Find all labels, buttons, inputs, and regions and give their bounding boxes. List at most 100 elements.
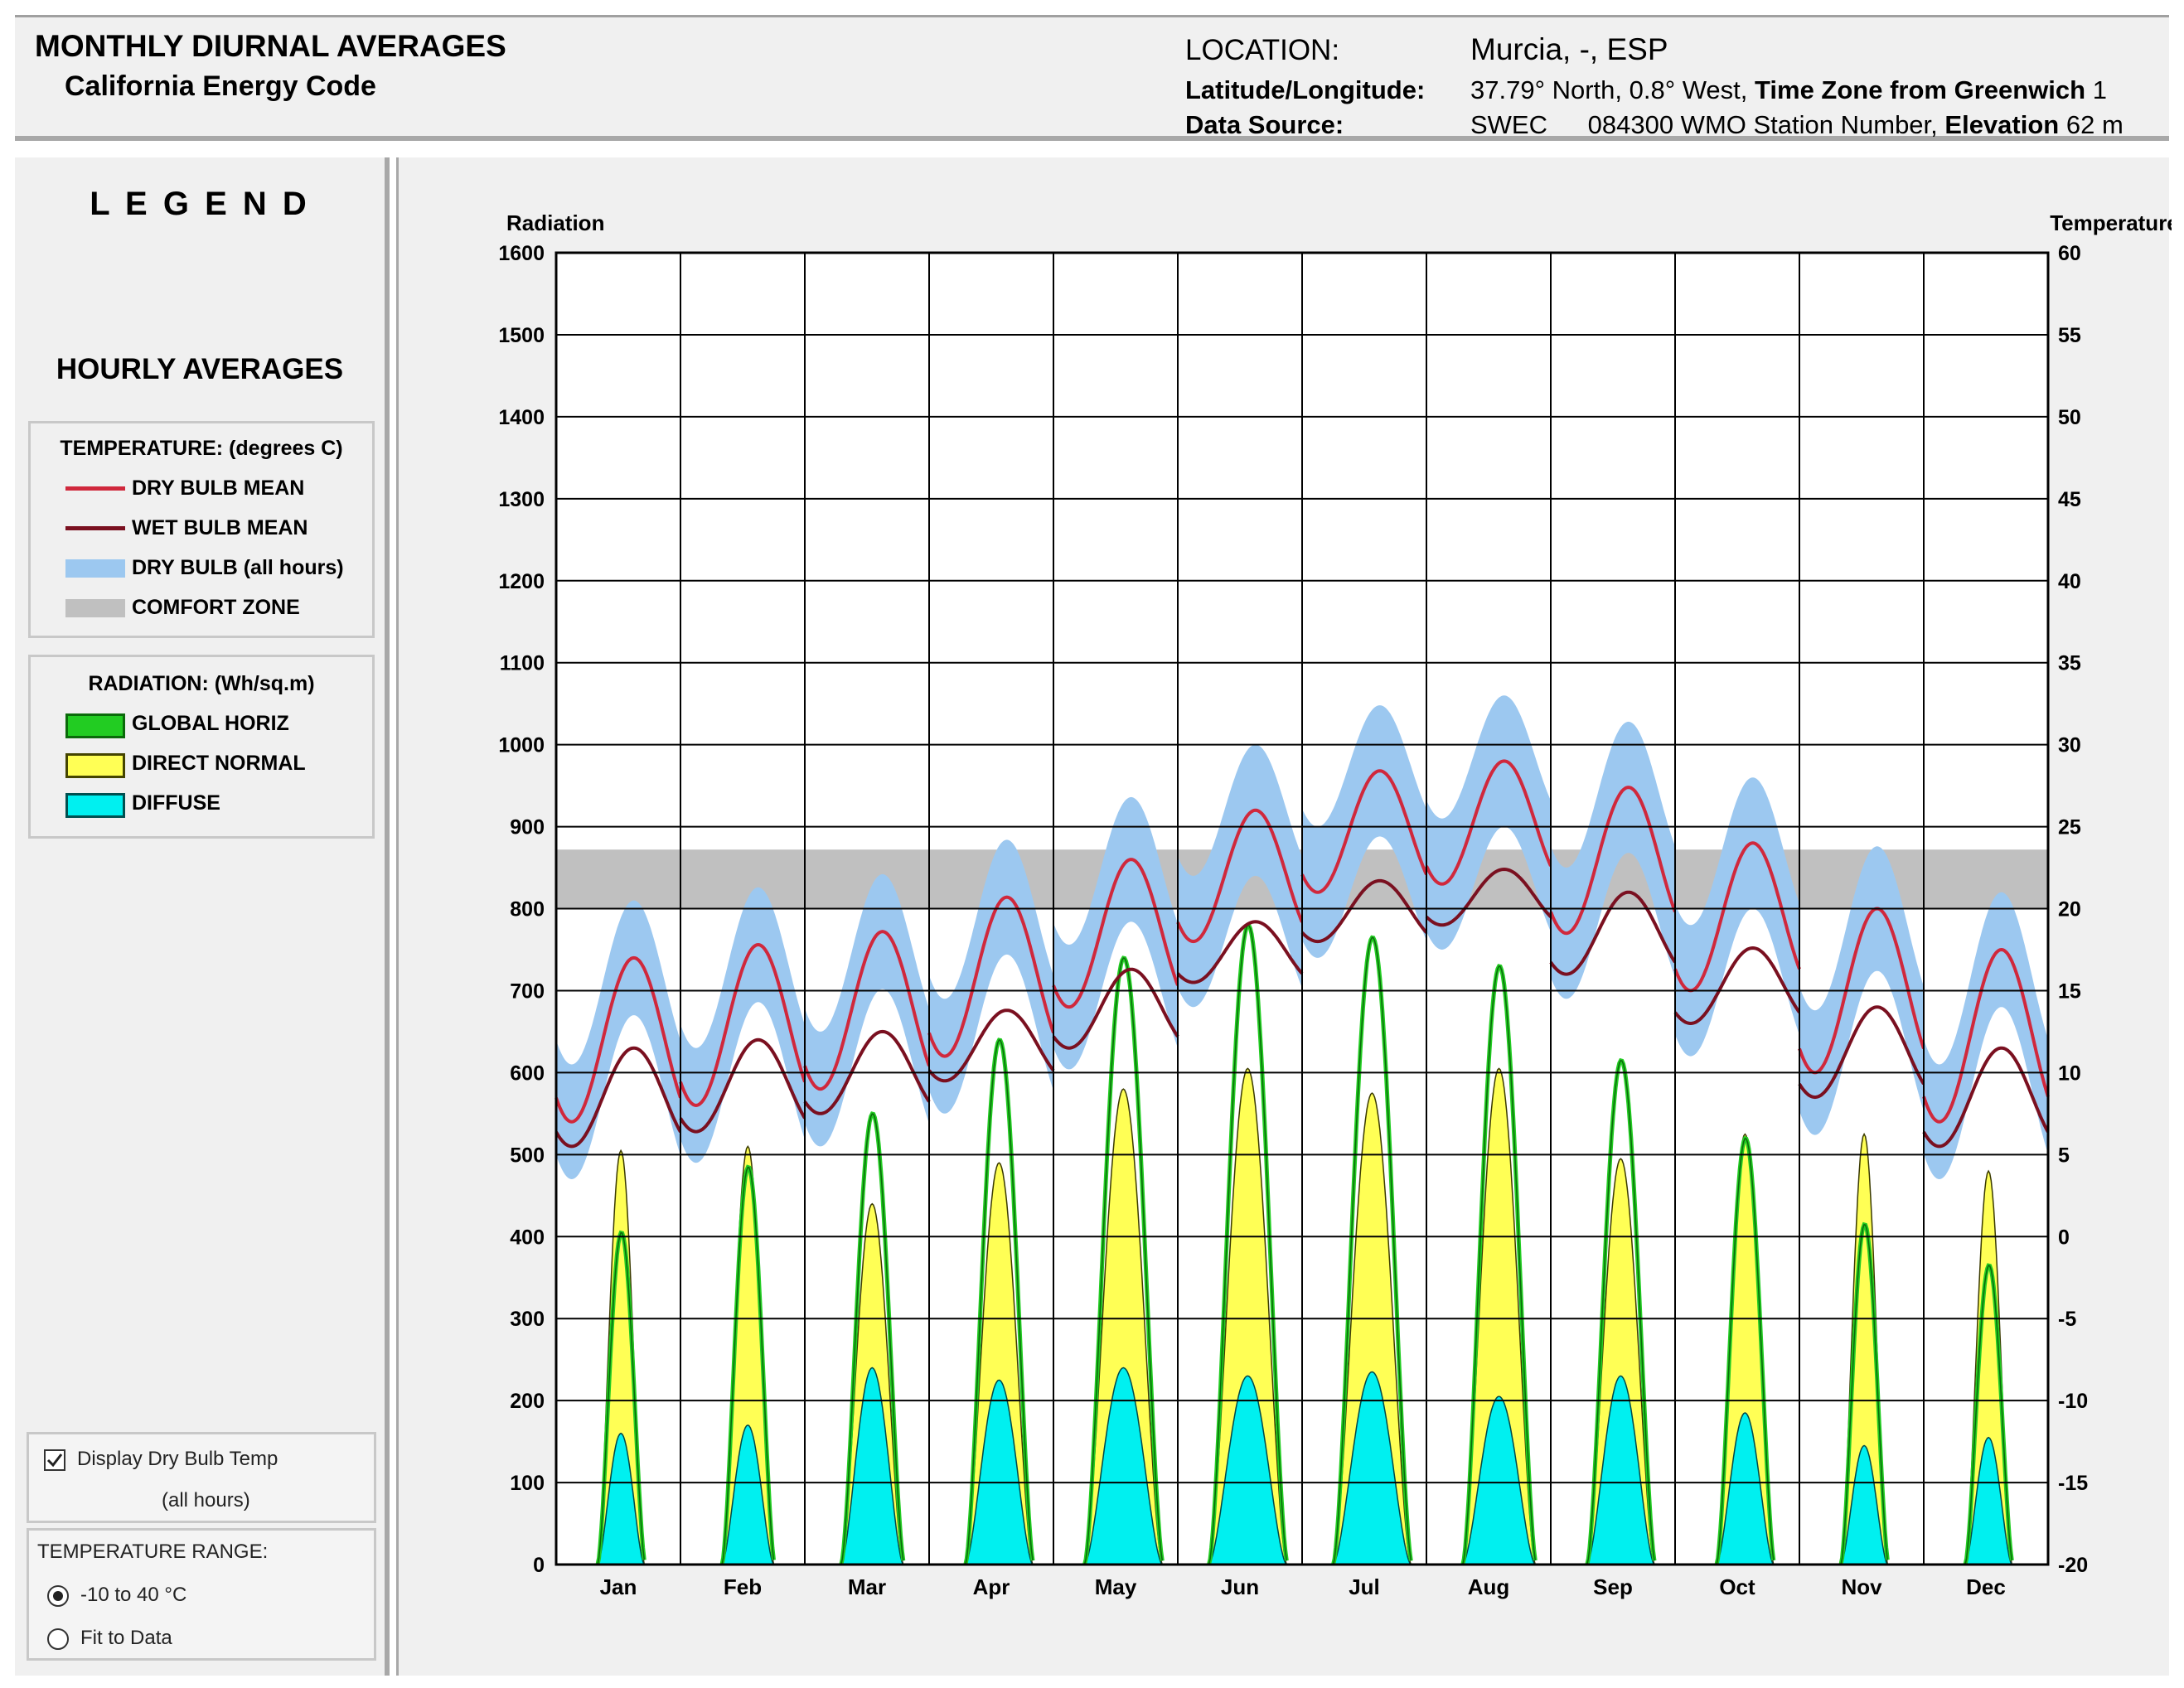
left-tick-label: 600: [510, 1062, 545, 1085]
right-tick-label: 60: [2058, 242, 2081, 265]
dry-bulb-band-may: [1053, 796, 1178, 1070]
legend-title: L E G E N D: [90, 186, 310, 222]
right-tick-label: -20: [2058, 1554, 2088, 1577]
range-option-fixed-label[interactable]: -10 to 40 °C: [80, 1584, 187, 1606]
wet-bulb-mean-line-jun: [1176, 920, 1304, 984]
month-label-may: May: [1095, 1574, 1137, 1599]
diffuse-area-sep: [1586, 1375, 1656, 1565]
diurnal-chart: 0100200300400500600700800900100011001200…: [498, 210, 2172, 1599]
legend-label: DRY BULB MEAN: [132, 476, 305, 500]
temperature-range-box: TEMPERATURE RANGE: -10 to 40 °C Fit to D…: [27, 1528, 376, 1661]
left-tick-label: 200: [510, 1390, 545, 1413]
diffuse-area-mar: [840, 1366, 905, 1565]
legend-label: WET BULB MEAN: [132, 516, 308, 539]
right-tick-label: 5: [2058, 1144, 2070, 1167]
global-horiz-edge-aug: [1462, 965, 1537, 1565]
range-radio-fit[interactable]: [47, 1628, 69, 1650]
diffuse-area-aug: [1461, 1395, 1537, 1565]
global-horiz-edge-mar: [840, 1113, 904, 1565]
dry-bulb-mean-line-apr: [927, 895, 1055, 1058]
diffuse-area-may: [1082, 1366, 1164, 1565]
diffuse-area-nov: [1839, 1444, 1889, 1565]
diffuse-swatch: [65, 790, 125, 818]
temperature-range-label: TEMPERATURE RANGE:: [37, 1540, 269, 1563]
diffuse-area-apr: [964, 1379, 1034, 1565]
left-tick-label: 1600: [498, 242, 545, 265]
legend-label: COMFORT ZONE: [132, 596, 300, 619]
wet-bulb-mean-line-jan: [554, 1046, 682, 1149]
checkmark-icon: [46, 1453, 63, 1468]
dry-bulb-mean-line-jul: [1300, 769, 1428, 894]
month-label-jun: Jun: [1221, 1574, 1259, 1599]
dry-bulb-band-mar: [805, 873, 929, 1147]
page-subtitle: California Energy Code: [65, 70, 376, 102]
location-value: Murcia, -, ESP: [1470, 32, 1668, 66]
global-horiz-edge-may: [1083, 957, 1164, 1565]
month-label-mar: Mar: [848, 1574, 886, 1599]
dry-bulb-band-swatch: [65, 554, 125, 583]
dry-bulb-band-dec: [1924, 892, 2048, 1179]
month-label-oct: Oct: [1719, 1574, 1755, 1599]
left-tick-label: 1000: [498, 734, 545, 757]
wet-bulb-mean-line-nov: [1798, 1005, 1925, 1100]
dry-bulb-band-jan: [556, 900, 680, 1179]
left-tick-label: 1400: [498, 406, 545, 429]
legend-item-diffuse: DIFFUSE: [65, 790, 380, 818]
comfort-zone-jan: [556, 849, 680, 909]
legend-item-wet-bulb-mean: WET BULB MEAN: [65, 515, 380, 543]
legend-panel: L E G E N D HOURLY AVERAGES TEMPERATURE:…: [15, 157, 390, 1676]
dry-bulb-mean-line-feb: [679, 942, 806, 1108]
wet-bulb-mean-line-sep: [1549, 890, 1677, 976]
right-tick-label: 40: [2058, 570, 2081, 593]
latlon-label: Latitude/Longitude:: [1185, 75, 1426, 104]
range-option-fit-label[interactable]: Fit to Data: [80, 1627, 172, 1649]
radiation-legend-box: RADIATION: (Wh/sq.m) GLOBAL HORIZ DIRECT…: [28, 655, 375, 839]
month-label-sep: Sep: [1593, 1574, 1633, 1599]
wet-bulb-mean-line-oct: [1673, 946, 1801, 1026]
temperature-legend-header: TEMPERATURE: (degrees C): [60, 437, 343, 460]
global-horiz-edge-dec: [1964, 1265, 2013, 1565]
diffuse-area-jun: [1207, 1375, 1288, 1565]
month-label-aug: Aug: [1468, 1574, 1510, 1599]
display-drybulb-checkbox[interactable]: [44, 1449, 65, 1471]
diffuse-area-jul: [1331, 1371, 1412, 1565]
left-tick-label: 800: [510, 898, 545, 921]
diffuse-area-oct: [1715, 1412, 1775, 1565]
diffuse-area-dec: [1964, 1436, 2013, 1565]
right-tick-label: 55: [2058, 324, 2081, 347]
timezone-value: 1: [2092, 75, 2107, 104]
left-tick-label: 1100: [500, 652, 545, 675]
header-bar: MONTHLY DIURNAL AVERAGES California Ener…: [15, 15, 2169, 141]
left-tick-label: 1500: [498, 324, 545, 347]
source-label: Data Source:: [1185, 110, 1344, 139]
station-value: 084300 WMO Station Number,: [1587, 110, 1938, 139]
left-axis-title: Radiation: [506, 210, 604, 235]
timezone-label: Time Zone from Greenwich: [1755, 75, 2086, 104]
right-tick-label: -10: [2058, 1390, 2088, 1413]
legend-item-comfort-zone: COMFORT ZONE: [65, 594, 380, 622]
right-tick-label: 45: [2058, 488, 2081, 511]
source-value: SWEC: [1470, 110, 1547, 139]
wet-bulb-mean-line-mar: [803, 1029, 931, 1115]
global-horiz-edge-apr: [965, 1039, 1034, 1565]
wet-bulb-mean-swatch: [65, 515, 125, 543]
comfort-zone-swatch: [65, 594, 125, 622]
right-tick-label: -15: [2058, 1472, 2088, 1495]
legend-label: DIRECT NORMAL: [132, 752, 306, 775]
page-title: MONTHLY DIURNAL AVERAGES: [35, 29, 506, 63]
legend-item-dry-bulb-mean: DRY BULB MEAN: [65, 475, 380, 503]
range-radio-fixed[interactable]: [47, 1585, 69, 1607]
right-axis-title: Temperature: [2050, 210, 2172, 235]
left-tick-label: 0: [533, 1554, 545, 1577]
left-tick-label: 300: [510, 1308, 545, 1331]
latlon-line: 37.79° North, 0.8° West, Time Zone from …: [1470, 75, 2107, 105]
month-label-dec: Dec: [1966, 1574, 2006, 1599]
left-tick-label: 1300: [498, 488, 545, 511]
right-tick-label: 30: [2058, 734, 2081, 757]
dry-bulb-mean-line-aug: [1425, 759, 1552, 886]
right-tick-label: 20: [2058, 898, 2081, 921]
left-tick-label: 100: [510, 1472, 545, 1495]
dry-bulb-mean-line-nov: [1798, 907, 1925, 1075]
display-drybulb-label[interactable]: Display Dry Bulb Temp: [77, 1448, 278, 1470]
global-horiz-edge-jan: [597, 1231, 646, 1565]
